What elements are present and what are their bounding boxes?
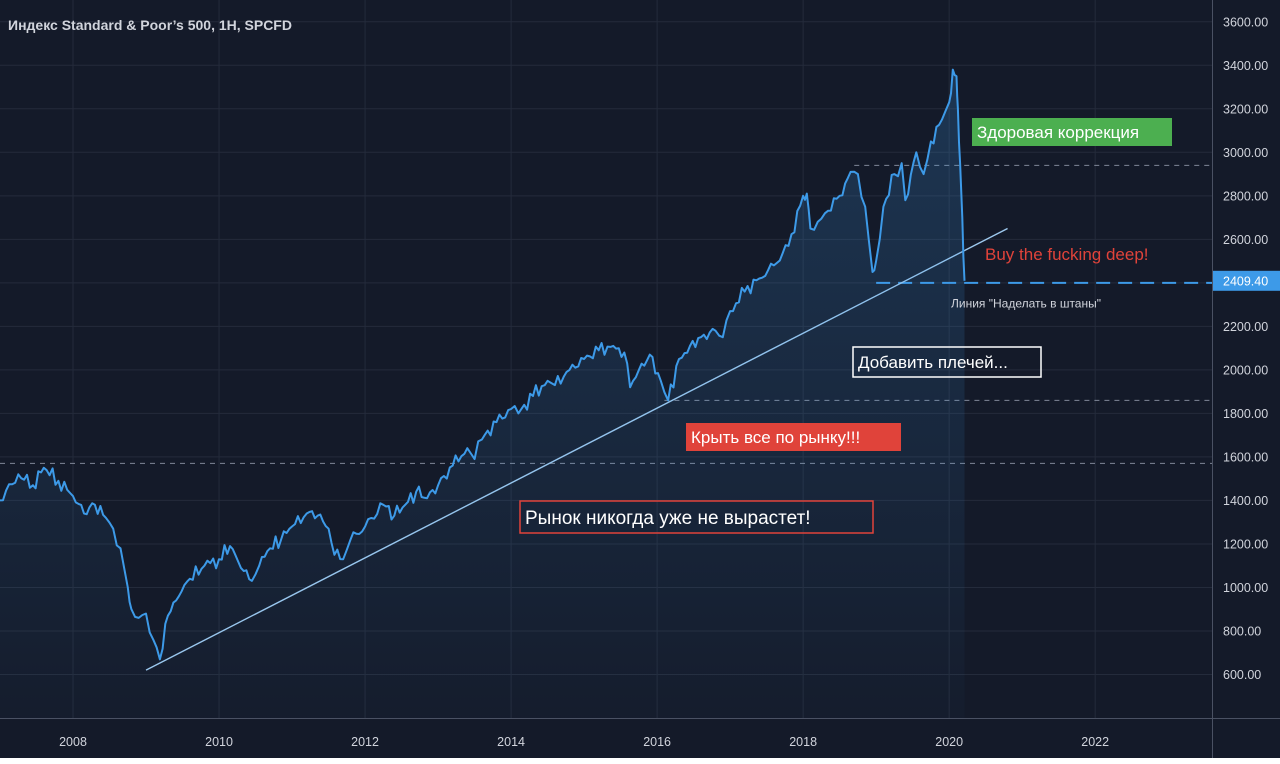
annotation: Здоровая коррекция: [972, 118, 1172, 146]
annotation-box: [686, 423, 901, 451]
x-tick-label: 2022: [1081, 735, 1109, 749]
y-tick-label: 1600.00: [1223, 450, 1268, 464]
last-price-label: 2409.40: [1223, 274, 1268, 288]
y-tick-label: 1000.00: [1223, 581, 1268, 595]
y-tick-label: 3200.00: [1223, 102, 1268, 116]
y-tick-label: 1800.00: [1223, 407, 1268, 421]
annotation: Рынок никогда уже не вырастет!: [519, 500, 874, 534]
annotation-text: Buy the fucking deep!: [985, 245, 1149, 264]
y-tick-label: 800.00: [1223, 624, 1261, 638]
annotation-box: [852, 346, 1042, 378]
annotation: Buy the fucking deep!: [985, 245, 1149, 264]
annotation-box: [519, 500, 874, 534]
annotation: Добавить плечей...: [852, 346, 1042, 378]
x-tick-label: 2020: [935, 735, 963, 749]
y-tick-label: 3000.00: [1223, 146, 1268, 160]
annotation-box: [972, 118, 1172, 146]
y-tick-label: 2800.00: [1223, 189, 1268, 203]
y-tick-label: 3600.00: [1223, 15, 1268, 29]
chart-title: Индекс Standard & Poor’s 500, 1H, SPCFD: [8, 17, 292, 33]
x-tick-label: 2010: [205, 735, 233, 749]
y-tick-label: 2600.00: [1223, 233, 1268, 247]
y-tick-label: 1400.00: [1223, 494, 1268, 508]
series-area: [0, 69, 965, 719]
annotations-layer: Здоровая коррекция Buy the fucking deep! Л…: [519, 118, 1172, 534]
last-price-badge: [1213, 270, 1280, 291]
x-tick-label: 2012: [351, 735, 379, 749]
x-tick-label: 2016: [643, 735, 671, 749]
annotation-text: Линия "Наделать в штаны": [951, 296, 1101, 310]
annotation-text: Добавить плечей...: [858, 353, 1008, 372]
annotation: Крыть все по рынку!!!: [686, 423, 901, 451]
y-tick-label: 1200.00: [1223, 537, 1268, 551]
annotation-text: Рынок никогда уже не вырастет!: [525, 508, 811, 529]
annotation-text: Крыть все по рынку!!!: [691, 428, 860, 447]
y-tick-label: 2000.00: [1223, 363, 1268, 377]
x-axis-panel: [0, 718, 1280, 758]
x-tick-label: 2014: [497, 735, 525, 749]
annotation-text: Здоровая коррекция: [977, 123, 1139, 142]
y-tick-label: 2200.00: [1223, 320, 1268, 334]
y-axis-panel: [1212, 0, 1280, 758]
series-layer: [0, 68, 966, 719]
y-tick-label: 600.00: [1223, 668, 1261, 682]
x-tick-label: 2008: [59, 735, 87, 749]
x-tick-label: 2018: [789, 735, 817, 749]
annotation: Линия "Наделать в штаны": [951, 296, 1101, 310]
series-line: [0, 68, 966, 661]
y-tick-label: 3400.00: [1223, 59, 1268, 73]
